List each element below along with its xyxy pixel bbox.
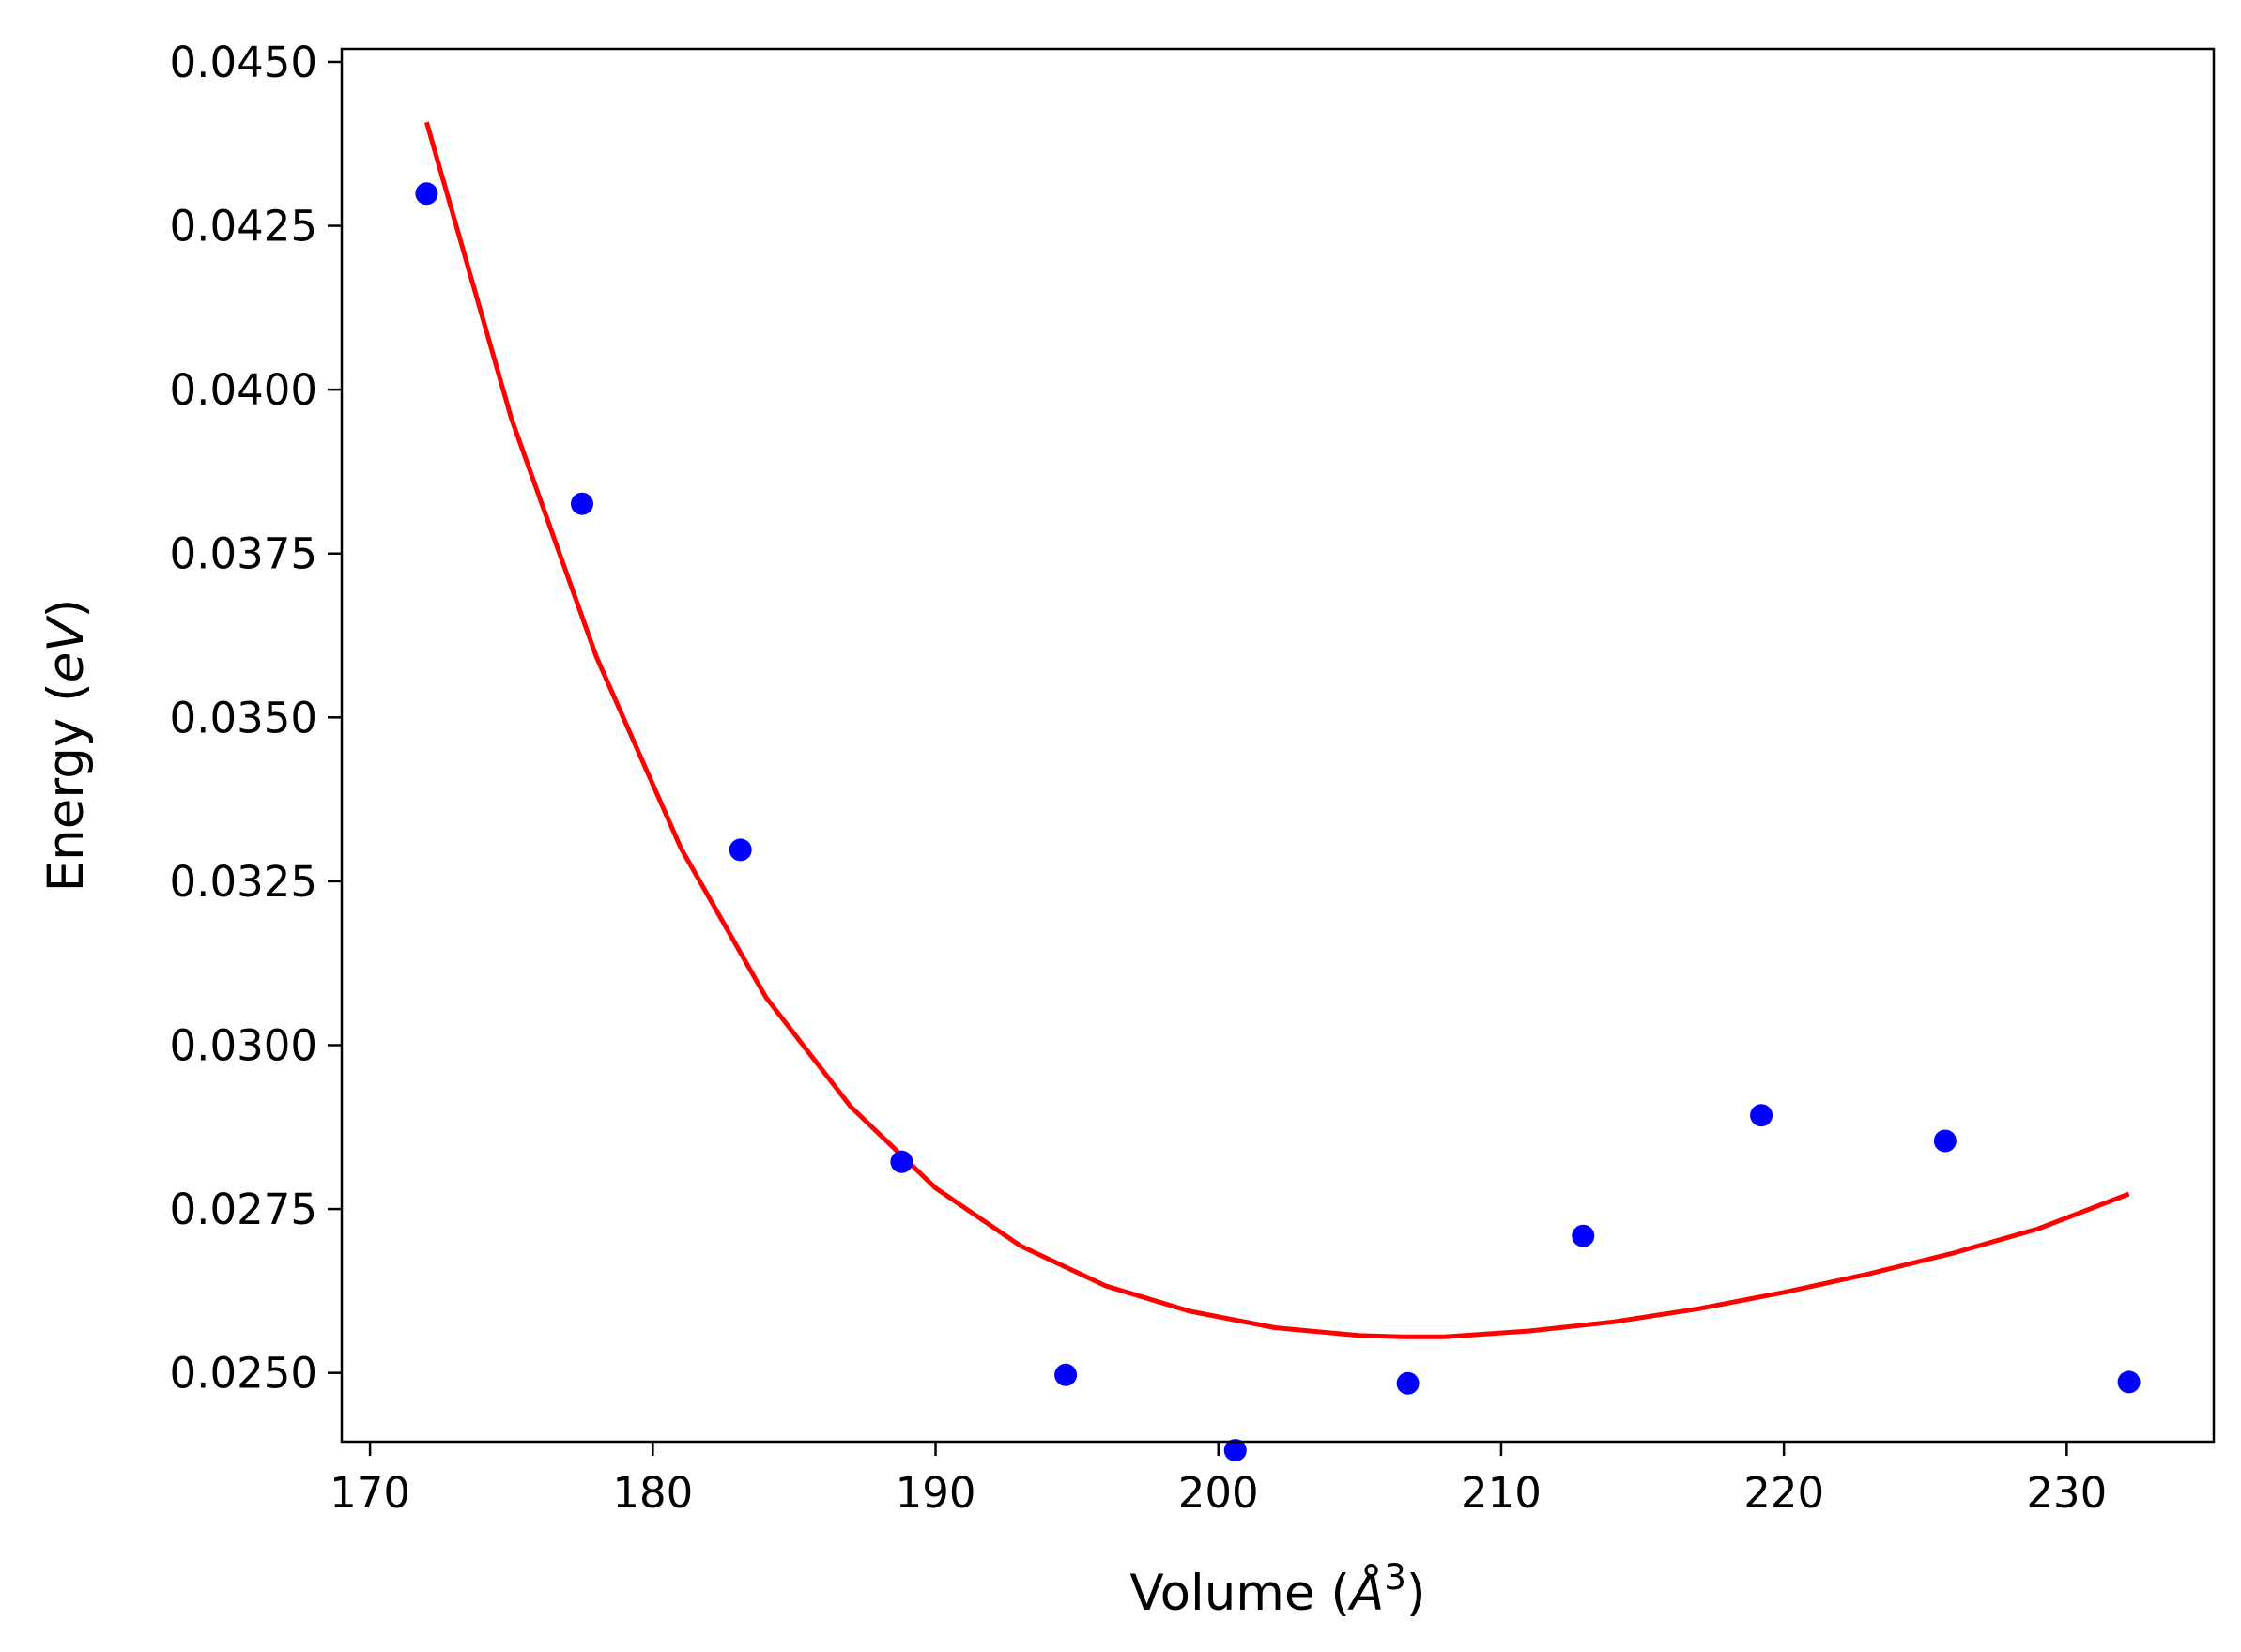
x-axis-label-unit: Å xyxy=(1347,1562,1384,1622)
x-tick-label-180: 180 xyxy=(612,1468,693,1518)
x-tick-label-190: 190 xyxy=(896,1468,976,1518)
data-point-3 xyxy=(729,838,752,862)
y-tick-label-0.0350: 0.0350 xyxy=(170,693,317,742)
y-tick-label-0.0275: 0.0275 xyxy=(170,1185,317,1234)
fit-curve-line xyxy=(423,121,2130,1339)
x-axis-label-exponent: 3 xyxy=(1384,1557,1406,1598)
data-point-4 xyxy=(890,1150,913,1173)
y-axis-label-unit: eV xyxy=(38,615,95,683)
data-point-1 xyxy=(415,182,438,206)
y-axis-label-prefix: Energy ( xyxy=(38,682,95,892)
data-point-2 xyxy=(571,492,593,515)
y-tick-label-0.0450: 0.0450 xyxy=(170,38,317,87)
y-tick-label-0.0300: 0.0300 xyxy=(170,1020,317,1070)
y-tick-label-0.0325: 0.0325 xyxy=(170,857,317,907)
y-axis: 0.0250 0.0275 0.0300 0.0325 0.0350 0.0375 0.04… xyxy=(170,38,342,1399)
x-tick-label-200: 200 xyxy=(1178,1468,1259,1518)
x-tick-label-210: 210 xyxy=(1461,1468,1542,1518)
y-tick-label-0.0375: 0.0375 xyxy=(170,529,317,579)
x-axis: 170 180 190 200 210 220 230 xyxy=(330,1442,2107,1518)
y-axis-label: Energy (eV) xyxy=(38,599,95,893)
y-tick-label-0.0250: 0.0250 xyxy=(170,1349,317,1399)
data-point-11 xyxy=(2117,1370,2141,1394)
data-point-5 xyxy=(1054,1363,1078,1386)
data-point-7 xyxy=(1396,1371,1420,1395)
x-axis-label: Volume (Å3) xyxy=(1129,1557,1425,1622)
y-tick-label-0.0400: 0.0400 xyxy=(170,365,317,415)
x-tick-label-230: 230 xyxy=(2026,1468,2107,1518)
x-tick-label-220: 220 xyxy=(1743,1468,1824,1518)
data-point-8 xyxy=(1572,1224,1595,1247)
x-axis-label-suffix: ) xyxy=(1406,1565,1426,1622)
y-tick-label-0.0425: 0.0425 xyxy=(170,202,317,252)
data-point-9 xyxy=(1750,1104,1773,1127)
data-point-6 xyxy=(1223,1439,1247,1462)
y-axis-label-suffix: ) xyxy=(38,599,95,619)
data-point-10 xyxy=(1933,1129,1957,1153)
x-axis-label-prefix: Volume ( xyxy=(1129,1565,1350,1622)
plot-area xyxy=(415,121,2141,1462)
axes-frame xyxy=(340,47,2216,1444)
x-tick-label-170: 170 xyxy=(330,1468,410,1518)
